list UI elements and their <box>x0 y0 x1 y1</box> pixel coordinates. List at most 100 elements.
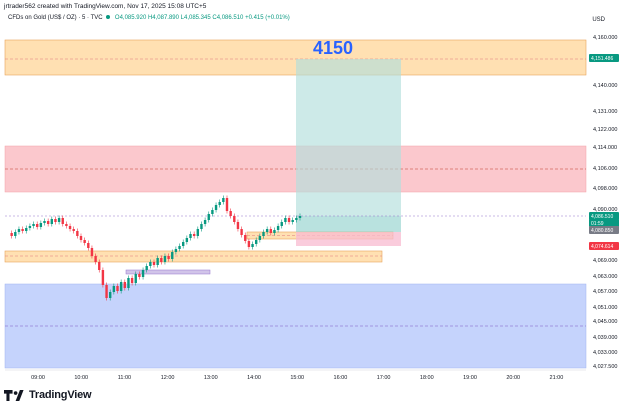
small-lavender-zone[interactable] <box>125 269 211 275</box>
candle <box>174 246 178 255</box>
candle <box>156 255 159 268</box>
price-tick-label: 4,090.000 <box>593 207 617 213</box>
candle <box>247 238 251 250</box>
candle <box>251 241 254 250</box>
time-tick-label: 21:00 <box>550 375 564 381</box>
candle <box>94 253 97 265</box>
candle <box>46 218 50 227</box>
tradingview-logo[interactable]: TradingView <box>4 387 92 403</box>
candle <box>25 225 28 234</box>
candle <box>233 213 236 225</box>
candle <box>287 215 291 225</box>
candle <box>178 243 181 252</box>
candle <box>145 263 148 273</box>
price-tick-label: 4,039.000 <box>593 335 617 341</box>
position-loss-zone[interactable] <box>296 232 401 246</box>
candle <box>149 259 152 269</box>
orange-zone-low[interactable] <box>4 250 383 263</box>
candle <box>36 221 39 230</box>
candle <box>276 223 280 233</box>
candle <box>57 215 61 225</box>
position-profit-zone[interactable] <box>296 59 401 216</box>
price-tick-label: 4,051.000 <box>593 305 617 311</box>
time-tick-label: 09:00 <box>31 375 45 381</box>
candle <box>32 221 35 229</box>
price-badge-label: 4,151.486 <box>591 56 613 62</box>
candle <box>105 282 108 301</box>
time-tick-label: 16:00 <box>334 375 348 381</box>
price-badge: 4,086.510 <box>589 212 619 220</box>
candle <box>28 223 32 231</box>
candle <box>284 215 287 225</box>
ohlc-close: C4,086.510 <box>212 15 244 21</box>
orange-zone-top[interactable] <box>4 39 587 76</box>
time-tick-label: 19:00 <box>463 375 477 381</box>
candle <box>222 195 225 205</box>
candle <box>10 230 13 239</box>
candle <box>255 237 258 247</box>
candle <box>171 249 174 262</box>
candle <box>17 226 21 235</box>
candle <box>207 211 210 223</box>
chart-credit-line: jrtrader562 created with TradingView.com… <box>4 3 207 10</box>
candle <box>269 226 272 236</box>
position-entry-zone[interactable] <box>296 216 401 232</box>
time-tick-label: 13:00 <box>204 375 218 381</box>
time-tick-label: 10:00 <box>74 375 88 381</box>
candle <box>185 235 189 245</box>
symbol-legend[interactable]: CFDs on Gold (US$ / OZ) · 5 · TVC O4,085… <box>8 15 290 21</box>
candle <box>14 229 17 239</box>
candle <box>21 226 24 234</box>
time-tick-label: 18:00 <box>420 375 434 381</box>
candle <box>76 228 79 239</box>
candle <box>65 221 68 229</box>
price-badge-label: 01:59 <box>591 221 604 227</box>
time-tick-label: 20:00 <box>506 375 520 381</box>
candle <box>39 220 43 230</box>
ohlc-high: H4,087.890 <box>147 15 179 21</box>
candle <box>262 229 265 239</box>
candle <box>265 226 269 235</box>
price-tick-label: 4,045.000 <box>593 319 617 325</box>
candle <box>83 237 86 246</box>
price-badge: 4,151.486 <box>589 54 619 62</box>
candle <box>68 223 72 232</box>
time-tick-label: 15:00 <box>290 375 304 381</box>
price-axis-currency: USD <box>592 17 605 23</box>
tradingview-wordmark: TradingView <box>29 389 92 401</box>
candle <box>152 259 156 268</box>
candle <box>79 233 83 243</box>
candle <box>109 289 112 301</box>
candle <box>203 217 207 227</box>
candle <box>160 255 163 265</box>
price-tick-label: 4,098.000 <box>593 186 617 192</box>
candle <box>101 267 105 288</box>
price-tick-label: 4,063.000 <box>593 274 617 280</box>
ohlc-open: O4,085.920 <box>114 15 147 21</box>
price-tick-label: 4,140.000 <box>593 83 617 89</box>
candle <box>211 207 214 217</box>
candle <box>200 221 203 232</box>
candle <box>127 275 130 291</box>
candle <box>112 283 116 295</box>
candle <box>130 275 134 286</box>
candle <box>138 271 141 280</box>
candle <box>236 219 240 232</box>
price-tick-label: 4,122.000 <box>593 127 617 133</box>
time-axis[interactable]: 09:00 10:00 11:00 12:00 13:00 14:00 15:00 16:00… <box>31 375 563 381</box>
price-badge: 01:59 <box>589 219 619 227</box>
price-tick-label: 4,033.000 <box>593 350 617 356</box>
price-badge: 4,080.850 <box>589 226 619 234</box>
candle <box>258 233 262 243</box>
symbol-name: CFDs on Gold (US$ / OZ) · 5 · TVC <box>8 15 103 21</box>
market-status-dot-icon <box>106 15 111 20</box>
candle <box>229 208 232 219</box>
price-badge-label: 4,080.850 <box>591 228 613 234</box>
target-price-label[interactable]: 4150 <box>313 38 353 58</box>
price-axis[interactable]: 4,160.000 4,140.000 4,131.000 4,122.000 4,11… <box>593 35 617 370</box>
candle <box>280 219 283 229</box>
candle <box>87 240 90 251</box>
candle <box>116 283 119 294</box>
candlestick-series[interactable] <box>10 195 302 301</box>
